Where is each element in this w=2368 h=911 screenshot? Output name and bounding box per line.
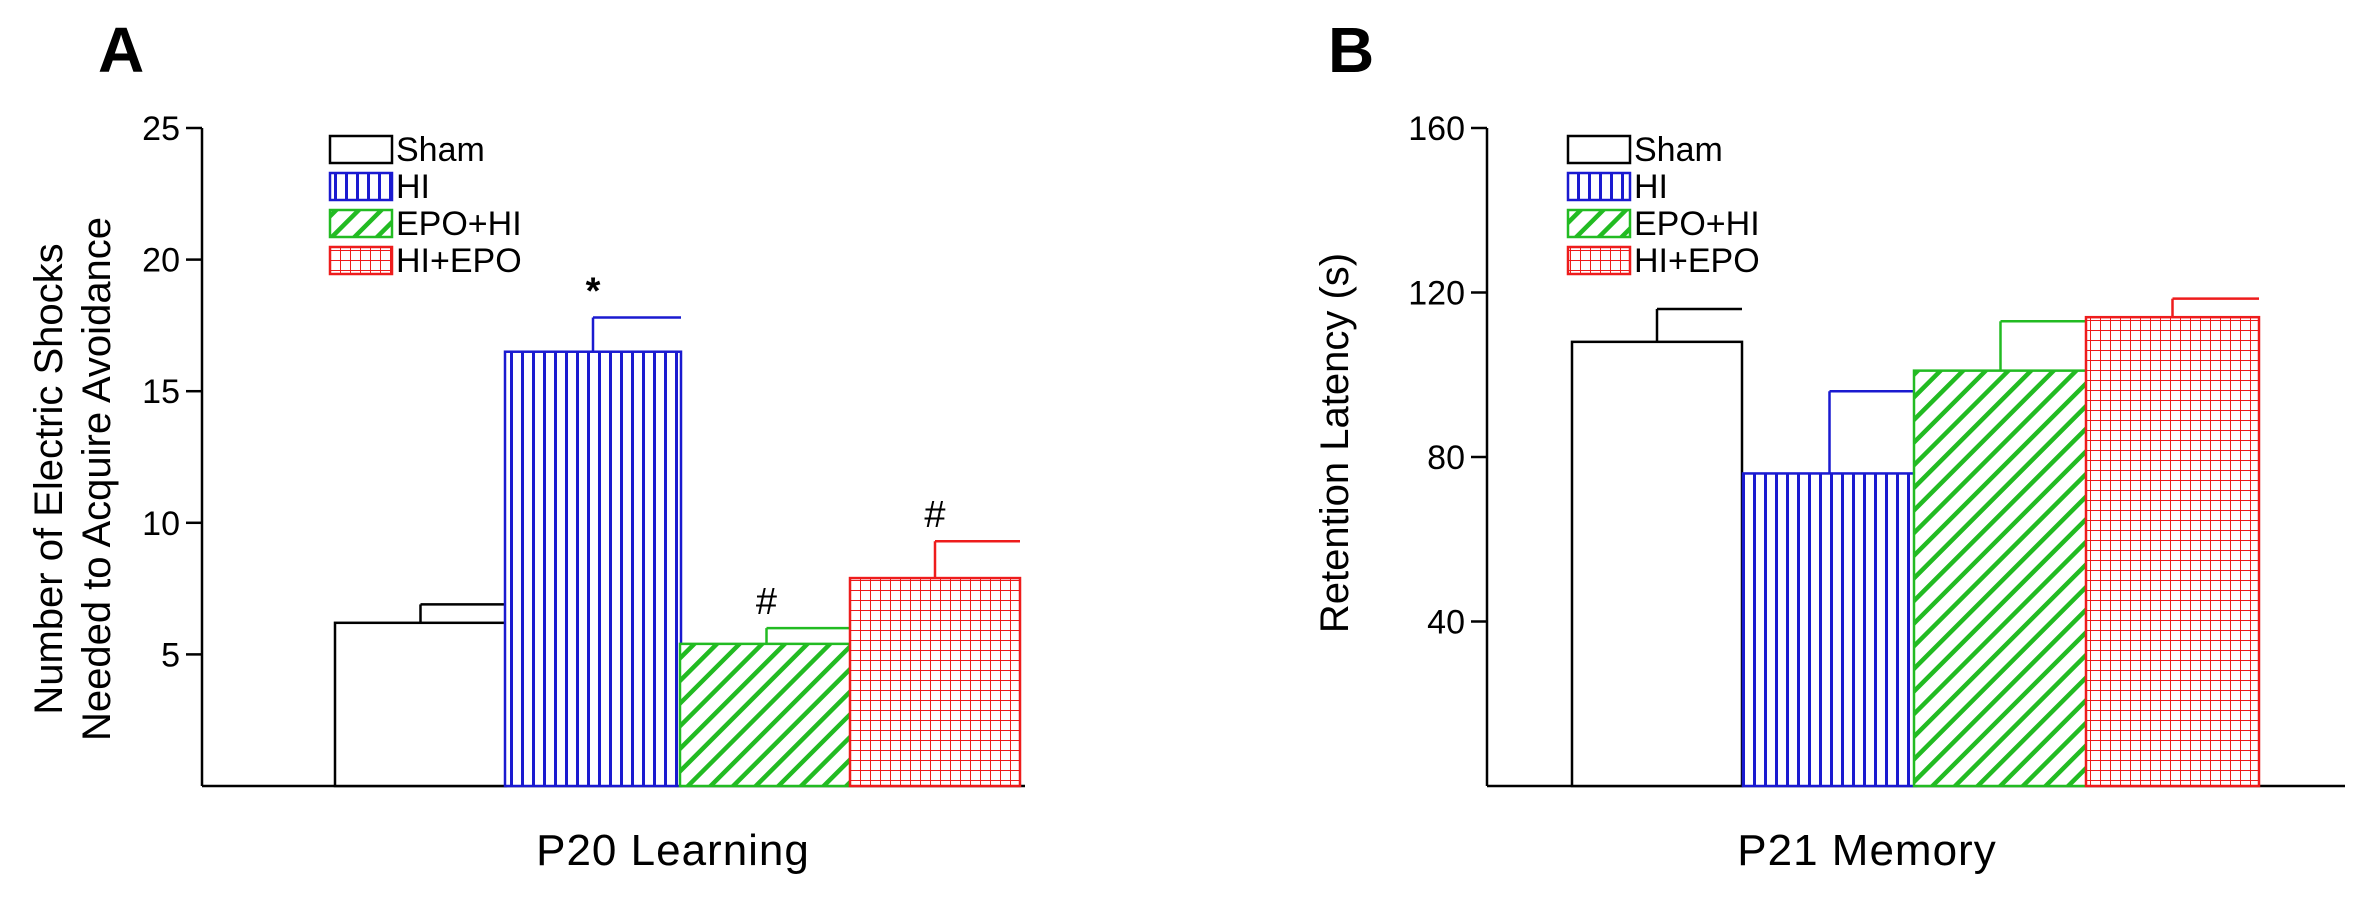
panel-a-ylabel-line-1: Number of Electric Shocks bbox=[27, 243, 71, 714]
panel-a-y-tick-label: 25 bbox=[142, 110, 180, 148]
panel-a-bar-sham bbox=[333, 621, 508, 788]
panel-b-bar-hi bbox=[1741, 472, 1918, 788]
panel-a-legend-label-epo-hi: EPO+HI bbox=[396, 205, 522, 243]
panel-b-bar-hi-epo bbox=[2084, 315, 2261, 788]
panel-b-xlabel: P21 Memory bbox=[1737, 826, 1996, 875]
panel-a-legend-label-hi: HI bbox=[396, 168, 430, 206]
panel-b-plot: 40 80 120 160 bbox=[1408, 110, 2345, 788]
panel-a-legend-swatch-sham bbox=[328, 134, 394, 165]
panel-b-legend-swatch-sham bbox=[1566, 134, 1632, 165]
panel-a-legend-label-hi-epo: HI+EPO bbox=[396, 242, 522, 280]
panel-a-bar-epo-hi bbox=[678, 642, 855, 788]
panel-a-y-tick-label: 15 bbox=[142, 373, 180, 411]
panel-a: A Number of Electric Shocks Needed to Ac… bbox=[27, 14, 1025, 875]
panel-b-y-tick-label: 160 bbox=[1408, 110, 1465, 148]
panel-a-ylabel-line-2: Needed to Acquire Avoidance bbox=[75, 217, 119, 741]
panel-a-xlabel: P20 Learning bbox=[536, 826, 810, 875]
panel-b-legend-label-hi: HI bbox=[1634, 168, 1668, 206]
panel-b-legend-label-epo-hi: EPO+HI bbox=[1634, 205, 1760, 243]
panel-a-significance-hi-epo: # bbox=[924, 494, 945, 536]
panel-a-significance-hi: * bbox=[586, 271, 601, 313]
panel-b-ylabel: Retention Latency (s) bbox=[1313, 253, 1357, 633]
panel-a-legend-swatch-hi bbox=[328, 171, 394, 202]
panel-b-legend-swatch-epo-hi bbox=[1566, 208, 1632, 239]
panel-a-significance-epo-hi: # bbox=[756, 581, 777, 623]
panel-a-y-tick-label: 20 bbox=[142, 242, 180, 280]
panel-b-legend-label-hi-epo: HI+EPO bbox=[1634, 242, 1760, 280]
panel-b-legend-swatch-hi-epo bbox=[1566, 245, 1632, 276]
panel-a-legend-swatch-hi-epo bbox=[328, 245, 394, 276]
panel-b-y-tick-label: 80 bbox=[1427, 439, 1465, 477]
panel-a-legend-swatch-epo-hi bbox=[328, 208, 394, 239]
panel-b-legend-label-sham: Sham bbox=[1634, 131, 1723, 169]
panel-b-legend-swatch-hi bbox=[1566, 171, 1632, 202]
panel-a-legend-label-sham: Sham bbox=[396, 131, 485, 169]
panel-b: B Retention Latency (s) P21 Memory 40 80 1… bbox=[1313, 14, 2345, 875]
panel-a-bar-hi-epo bbox=[848, 576, 1022, 788]
panel-letter-a: A bbox=[98, 14, 144, 86]
panel-b-y-tick-label: 120 bbox=[1408, 275, 1465, 313]
panel-a-y-tick-label: 5 bbox=[161, 636, 180, 674]
panel-a-plot: 5 10 15 20 25 * # # bbox=[142, 110, 1025, 788]
panel-a-bar-hi bbox=[503, 350, 683, 788]
panel-letter-b: B bbox=[1328, 14, 1374, 86]
panel-b-y-tick-label: 40 bbox=[1427, 604, 1465, 642]
panel-a-y-tick-label: 10 bbox=[142, 505, 180, 543]
panel-b-bar-epo-hi bbox=[1912, 369, 2089, 788]
panel-b-bar-sham bbox=[1570, 340, 1744, 788]
